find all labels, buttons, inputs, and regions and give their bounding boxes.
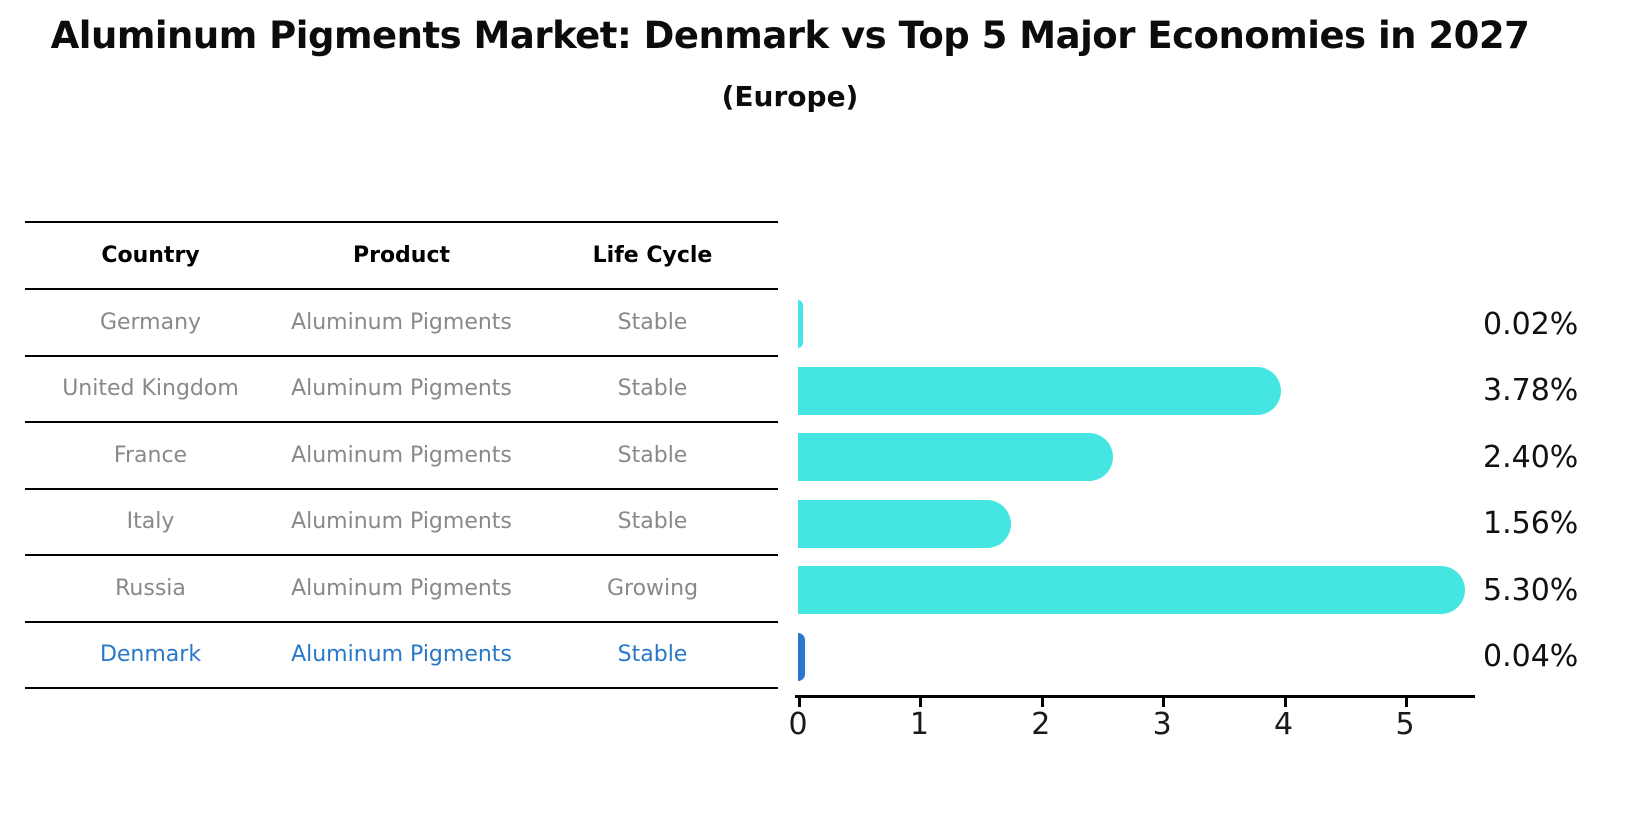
x-axis-tick bbox=[919, 698, 923, 707]
x-axis-tick-label: 2 bbox=[1031, 707, 1051, 742]
bar-italy bbox=[798, 499, 1012, 548]
x-axis-tick-label: 1 bbox=[909, 707, 929, 742]
life-cycle-cell: Stable bbox=[617, 642, 688, 668]
column-header-life-cycle: Life Cycle bbox=[592, 243, 713, 268]
bar-row: 3.78% bbox=[798, 358, 1618, 425]
x-axis-tick bbox=[1162, 698, 1166, 707]
bar-value-label: 3.78% bbox=[1483, 373, 1579, 409]
life-cycle-cell: Stable bbox=[617, 442, 688, 468]
product-cell: Aluminum Pigments bbox=[291, 309, 512, 335]
country-cell: United Kingdom bbox=[62, 376, 239, 402]
x-axis-tick bbox=[798, 698, 801, 707]
table-row: Germany Aluminum Pigments Stable bbox=[25, 290, 778, 357]
x-axis-tick-label: 0 bbox=[788, 707, 808, 742]
table-row: France Aluminum Pigments Stable bbox=[25, 423, 778, 490]
bar-row: 0.02% bbox=[798, 291, 1618, 358]
table-row: Italy Aluminum Pigments Stable bbox=[25, 490, 778, 556]
bar-value-label: 5.30% bbox=[1483, 572, 1579, 608]
life-cycle-cell: Stable bbox=[617, 376, 688, 402]
bar-united-kingdom bbox=[798, 366, 1281, 415]
product-cell: Aluminum Pigments bbox=[291, 642, 512, 668]
chart-subtitle: (Europe) bbox=[721, 80, 859, 113]
bar-row: 2.40% bbox=[798, 424, 1618, 491]
chart-title: Aluminum Pigments Market: Denmark vs Top… bbox=[50, 14, 1530, 57]
bar-value-label: 1.56% bbox=[1483, 506, 1579, 542]
life-cycle-cell: Growing bbox=[606, 575, 699, 601]
country-cell: France bbox=[113, 442, 188, 468]
bar-france bbox=[798, 433, 1114, 482]
bar-germany bbox=[798, 300, 803, 349]
x-axis-tick-label: 3 bbox=[1152, 707, 1172, 742]
country-cell: Germany bbox=[99, 309, 202, 335]
data-table: Country Product Life Cycle Germany Alumi… bbox=[25, 221, 778, 689]
x-axis-tick-label: 4 bbox=[1274, 707, 1294, 742]
bar-row: 1.56% bbox=[798, 491, 1618, 558]
product-cell: Aluminum Pigments bbox=[291, 509, 512, 535]
bar-value-label: 2.40% bbox=[1483, 439, 1579, 475]
table-row: United Kingdom Aluminum Pigments Stable bbox=[25, 357, 778, 423]
bar-value-label: 0.04% bbox=[1483, 639, 1579, 675]
table-row: Russia Aluminum Pigments Growing bbox=[25, 556, 778, 623]
country-cell: Italy bbox=[126, 509, 175, 535]
life-cycle-cell: Stable bbox=[617, 309, 688, 335]
bar-row: 0.04% bbox=[798, 624, 1618, 691]
product-cell: Aluminum Pigments bbox=[291, 376, 512, 402]
x-axis-tick bbox=[1405, 698, 1408, 707]
bar-denmark bbox=[798, 632, 806, 681]
table-row: Denmark Aluminum Pigments Stable bbox=[25, 623, 778, 689]
x-axis-tick-label: 5 bbox=[1395, 707, 1415, 742]
bar-row: 5.30% bbox=[798, 557, 1618, 624]
product-cell: Aluminum Pigments bbox=[291, 442, 512, 468]
column-header-country: Country bbox=[101, 243, 200, 268]
product-cell: Aluminum Pigments bbox=[291, 575, 512, 601]
column-header-product: Product bbox=[352, 243, 451, 268]
x-axis-tick bbox=[1040, 698, 1044, 707]
table-header-row: Country Product Life Cycle bbox=[25, 221, 778, 290]
country-cell: Denmark bbox=[99, 642, 202, 668]
country-cell: Russia bbox=[115, 575, 186, 601]
x-axis-tick bbox=[1283, 698, 1287, 707]
bar-value-label: 0.02% bbox=[1483, 306, 1579, 342]
x-axis-line bbox=[795, 695, 1475, 698]
bar-russia bbox=[798, 566, 1466, 615]
life-cycle-cell: Stable bbox=[617, 509, 688, 535]
